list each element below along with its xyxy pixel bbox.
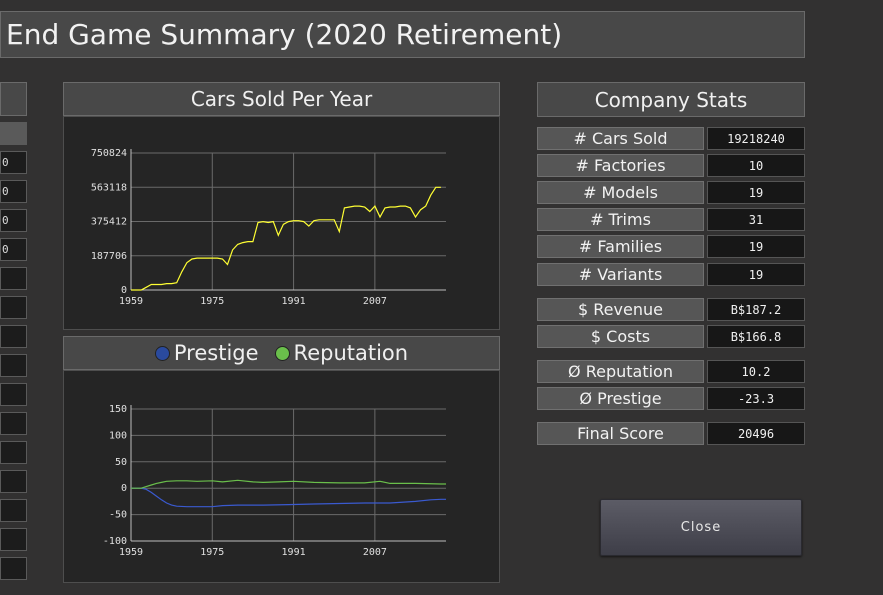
stat-label: # Models: [537, 181, 704, 204]
left-panel-cell: [0, 557, 27, 580]
stat-value: 10: [707, 154, 805, 177]
y-tick-label: 563118: [91, 182, 127, 193]
x-tick-label: 2007: [363, 296, 387, 307]
stat-value: 20496: [707, 422, 805, 445]
left-panel-cell: [0, 296, 27, 319]
left-panel-cell: [0, 470, 27, 493]
left-panel-cell: [0, 267, 27, 290]
y-tick-label: -50: [109, 510, 127, 521]
legend-prestige-label: Prestige: [173, 341, 259, 365]
left-panel-cell: [0, 528, 27, 551]
reputation-dot-icon: [274, 345, 290, 361]
stat-value: 31: [707, 208, 805, 231]
cars-chart-panel: 750824 563118 375412 187706 0 1959 1975 1991 200…: [63, 116, 500, 330]
stat-label: Ø Reputation: [537, 360, 704, 383]
y-tick-label: 50: [115, 457, 127, 468]
y-tick-label: 375412: [91, 217, 127, 228]
x-tick-label: 1959: [119, 547, 143, 558]
stat-value: 19: [707, 235, 805, 258]
left-panel-cell: [0, 441, 27, 464]
x-tick-label: 1991: [282, 547, 306, 558]
cars-chart-title: Cars Sold Per Year: [190, 87, 373, 111]
stat-value: 10.2: [707, 360, 805, 383]
stat-value: -23.3: [707, 387, 805, 410]
series-line-prestige: [131, 487, 446, 508]
legend-reputation-label: Reputation: [293, 341, 409, 365]
left-panel-cell: 0: [0, 151, 27, 174]
left-panel-cell: [0, 412, 27, 435]
y-tick-label: 750824: [91, 148, 127, 159]
legend-prestige: Prestige: [154, 341, 259, 365]
stat-value: 19: [707, 263, 805, 286]
y-tick-label: 187706: [91, 251, 127, 262]
stat-label: $ Costs: [537, 325, 704, 348]
left-panel-cell: [0, 325, 27, 348]
y-tick-label: 0: [121, 483, 127, 494]
prestige-chart-header: Prestige Reputation: [63, 336, 500, 370]
stat-label: # Cars Sold: [537, 127, 704, 150]
x-tick-label: 1959: [119, 296, 143, 307]
y-tick-label: 150: [109, 404, 127, 415]
series-line-reputation: [131, 479, 446, 489]
left-panel-cell: [0, 383, 27, 406]
stat-value: 19218240: [707, 127, 805, 150]
x-tick-label: 1975: [200, 296, 224, 307]
close-button[interactable]: Close: [600, 499, 802, 556]
left-panel-header: [0, 82, 27, 116]
stat-value: 19: [707, 181, 805, 204]
stat-value: B$187.2: [707, 298, 805, 321]
close-button-label: Close: [680, 520, 722, 535]
window-title-bar: End Game Summary (2020 Retirement): [0, 11, 805, 58]
series-line-0: [131, 186, 441, 291]
left-panel-cell: [0, 122, 27, 145]
left-panel-cell: [0, 354, 27, 377]
stat-label: # Trims: [537, 208, 704, 231]
cars-chart-header: Cars Sold Per Year: [63, 82, 500, 116]
stat-label: # Variants: [537, 263, 704, 286]
stat-label: # Factories: [537, 154, 704, 177]
stat-value: B$166.8: [707, 325, 805, 348]
x-tick-label: 2007: [363, 547, 387, 558]
company-stats-header: Company Stats: [537, 82, 805, 117]
left-panel-cell: 0: [0, 209, 27, 232]
y-tick-label: 100: [109, 430, 127, 441]
company-stats-title: Company Stats: [594, 87, 748, 112]
x-tick-label: 1991: [282, 296, 306, 307]
legend-reputation: Reputation: [274, 341, 409, 365]
x-tick-label: 1975: [200, 547, 224, 558]
y-tick-label: 0: [121, 285, 127, 296]
left-panel-cell: 0: [0, 238, 27, 261]
left-panel-cell: [0, 499, 27, 522]
window-title: End Game Summary (2020 Retirement): [6, 18, 563, 51]
prestige-chart-panel: 150 100 50 0 -50 -100 1959 1975 1991 2007: [63, 370, 500, 583]
stat-label: Ø Prestige: [537, 387, 704, 410]
left-panel-cell: 0: [0, 180, 27, 203]
stat-label: Final Score: [537, 422, 704, 445]
stat-label: # Families: [537, 235, 704, 258]
prestige-dot-icon: [154, 345, 170, 361]
y-tick-label: -100: [103, 536, 127, 547]
stat-label: $ Revenue: [537, 298, 704, 321]
